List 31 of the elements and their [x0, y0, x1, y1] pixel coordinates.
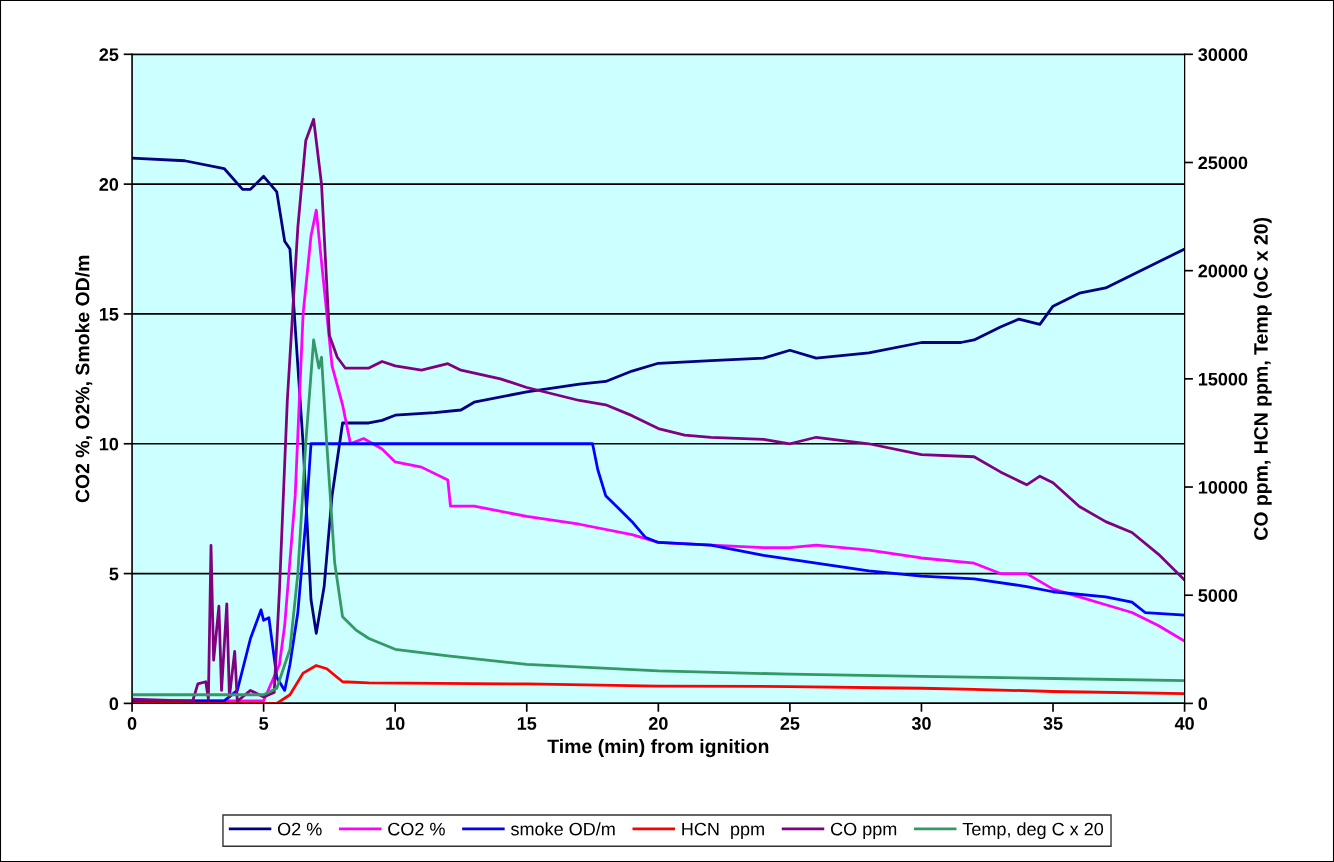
legend-label: Temp, deg C x 20	[962, 822, 1104, 840]
x-tick-label: 40	[1174, 717, 1194, 730]
y-tick-label: 0	[109, 697, 119, 711]
x-tick-label: 30	[911, 717, 931, 730]
y2-tick-label: 15000	[1198, 372, 1248, 386]
x-tick-label: 5	[259, 717, 269, 730]
y2-tick-label: 20000	[1198, 264, 1248, 278]
x-tick-label: 15	[517, 717, 537, 730]
x-tick-label: 25	[780, 717, 800, 730]
y2-tick-label: 25000	[1198, 156, 1248, 170]
x-axis-title: Time (min) from ignition	[547, 738, 769, 758]
x-tick-label: 20	[648, 717, 668, 730]
x-tick-label: 35	[1043, 717, 1063, 730]
y2-tick-label: 30000	[1198, 48, 1248, 62]
x-tick-label: 0	[127, 717, 137, 730]
y2-tick-label: 10000	[1198, 480, 1248, 494]
x-tick-label: 10	[386, 717, 405, 730]
legend-label: smoke OD/m	[510, 822, 615, 836]
y-tick-label: 15	[99, 308, 119, 321]
legend-label: CO ppm	[831, 822, 897, 840]
legend-label: HCN ppm	[682, 822, 764, 840]
y-tick-label: 20	[99, 178, 119, 191]
y-tick-label: 25	[99, 48, 119, 62]
legend-label: CO2 %	[388, 822, 445, 836]
y-tick-label: 10	[99, 437, 119, 451]
y-tick-label: 5	[109, 567, 119, 581]
y2-tick-label: 5000	[1198, 589, 1238, 602]
y-axis-title: CO2 %, O2%, Smoke OD/m	[75, 255, 93, 503]
y2-axis-title: CO ppm, HCN ppm, Temp (oC x 20)	[1253, 217, 1272, 540]
legend-label: O2 %	[277, 822, 322, 836]
y2-tick-label: 0	[1198, 697, 1208, 711]
